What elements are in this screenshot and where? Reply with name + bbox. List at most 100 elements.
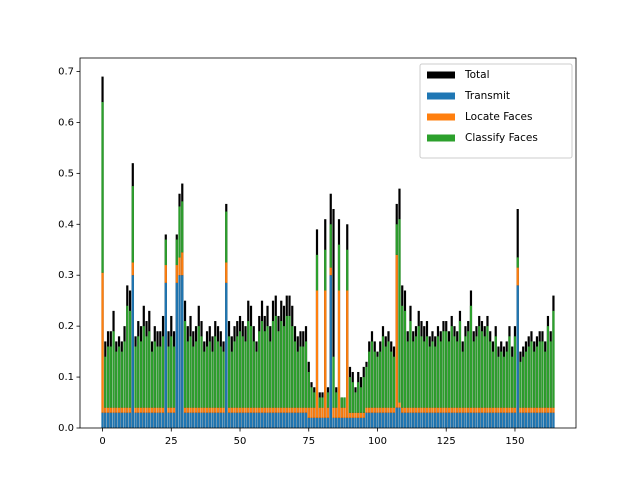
bar <box>370 412 374 428</box>
bar <box>291 412 294 428</box>
bar <box>439 412 442 428</box>
bar <box>252 407 255 413</box>
bar <box>412 412 415 428</box>
bar <box>299 412 302 428</box>
bar <box>186 407 189 413</box>
bar <box>236 336 239 408</box>
bar <box>271 412 275 428</box>
legend-label: Locate Faces <box>465 111 532 123</box>
bar <box>233 341 236 408</box>
bar <box>445 407 448 413</box>
bar <box>417 407 420 413</box>
bar <box>293 407 297 413</box>
bar <box>480 412 484 428</box>
bar <box>321 417 324 428</box>
bar <box>200 412 203 428</box>
bar <box>395 224 398 255</box>
bar <box>255 407 258 413</box>
bar <box>139 412 143 428</box>
legend: Total Transmit Locate Faces Classify Faces <box>419 63 573 159</box>
bar <box>148 331 151 408</box>
bar <box>450 326 453 408</box>
bar <box>313 417 316 428</box>
bar <box>137 336 140 408</box>
bar <box>244 407 247 413</box>
y-tick-label: 0.7 <box>58 66 74 77</box>
bar <box>310 417 313 428</box>
bar <box>376 356 379 408</box>
bar <box>194 412 198 428</box>
bar <box>387 341 390 408</box>
bar <box>340 417 343 428</box>
bar <box>387 407 390 413</box>
bar <box>214 412 217 428</box>
bar <box>395 407 398 428</box>
bar <box>439 407 442 413</box>
bar <box>519 361 522 408</box>
bar <box>172 412 176 428</box>
bar <box>483 336 486 408</box>
bar <box>131 262 134 276</box>
bar <box>414 336 418 408</box>
bar <box>222 351 225 408</box>
bar <box>115 407 118 413</box>
bar <box>546 407 550 413</box>
bar <box>472 412 475 428</box>
bar <box>183 407 187 413</box>
bar <box>332 407 335 418</box>
bar <box>467 331 470 408</box>
bar <box>390 351 393 408</box>
bar <box>497 356 500 408</box>
bar <box>288 407 291 413</box>
bar <box>368 412 371 428</box>
bar <box>357 417 360 428</box>
bar <box>480 331 484 408</box>
bar <box>417 326 420 408</box>
bar <box>373 412 376 428</box>
bar <box>263 407 266 413</box>
bar <box>370 341 374 408</box>
bar <box>263 331 266 408</box>
bar <box>461 351 464 408</box>
bar <box>500 412 503 428</box>
bar <box>126 407 129 413</box>
bar <box>181 201 184 253</box>
bar <box>359 387 363 413</box>
bar <box>120 407 123 413</box>
bar <box>282 326 286 408</box>
bar <box>472 407 475 413</box>
bar <box>475 412 478 428</box>
bar <box>549 341 552 408</box>
bar <box>464 412 467 428</box>
bar <box>101 272 104 413</box>
bar <box>131 275 134 428</box>
bar <box>516 267 519 286</box>
bar <box>461 412 464 428</box>
bar <box>321 407 324 418</box>
bar <box>197 412 200 428</box>
bar <box>109 412 112 428</box>
bar <box>508 412 511 428</box>
bar <box>491 412 495 428</box>
bar <box>258 407 261 413</box>
bar <box>546 412 550 428</box>
bar <box>145 412 148 428</box>
bar <box>128 407 132 413</box>
bar <box>123 407 126 413</box>
bar <box>175 265 178 283</box>
bar <box>137 412 140 428</box>
bar <box>381 412 385 428</box>
bar <box>420 407 423 413</box>
bar <box>329 224 332 268</box>
bar <box>241 412 244 428</box>
bar <box>172 407 176 413</box>
bar <box>414 407 418 413</box>
bar <box>150 351 154 408</box>
bar <box>502 356 506 408</box>
bar <box>164 239 167 266</box>
bar <box>552 412 555 428</box>
bar <box>288 412 291 428</box>
bar <box>274 407 277 413</box>
bar <box>489 407 492 413</box>
bar <box>412 407 415 413</box>
